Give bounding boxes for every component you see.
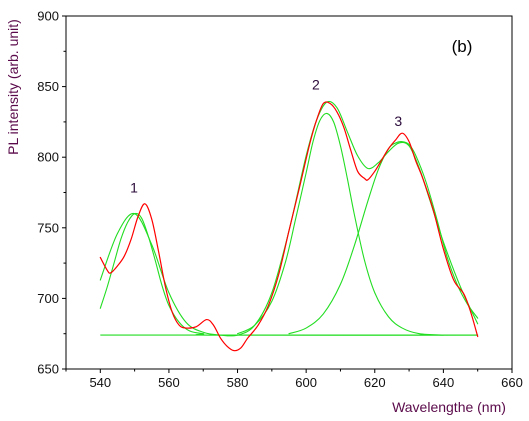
peak-annotations: 1 2 3 — [130, 76, 402, 195]
x-tick-label: 620 — [364, 375, 386, 390]
series-fit-peak-1 — [99, 212, 479, 336]
series-fit-peak-3 — [288, 141, 479, 335]
x-tick-label: 540 — [89, 375, 111, 390]
peak-label-3: 3 — [394, 113, 402, 129]
series-fit-peak-2 — [236, 112, 444, 336]
x-tick-label: 560 — [158, 375, 180, 390]
y-axis-title: PL intensity (arb. unit) — [5, 19, 21, 155]
axis-ticks: 540 560 580 600 620 640 660 650 700 750 800 850 900 — [37, 9, 523, 391]
y-tick-label: 700 — [37, 291, 59, 306]
y-tick-label: 850 — [37, 79, 59, 94]
y-tick-label: 800 — [37, 150, 59, 165]
x-tick-label: 600 — [295, 375, 317, 390]
x-tick-label: 580 — [227, 375, 249, 390]
x-tick-label: 660 — [501, 375, 523, 390]
series-fit-envelope — [99, 100, 479, 337]
x-tick-label: 640 — [433, 375, 455, 390]
y-tick-label: 900 — [37, 9, 59, 24]
y-tick-label: 750 — [37, 220, 59, 235]
y-tick-label: 650 — [37, 362, 59, 377]
x-axis-title: Wavelengthe (nm) — [392, 399, 506, 415]
chart-curves — [99, 100, 479, 352]
peak-label-1: 1 — [130, 180, 138, 196]
panel-label: (b) — [452, 37, 473, 56]
peak-label-2: 2 — [312, 76, 320, 92]
series-measured — [99, 101, 479, 352]
